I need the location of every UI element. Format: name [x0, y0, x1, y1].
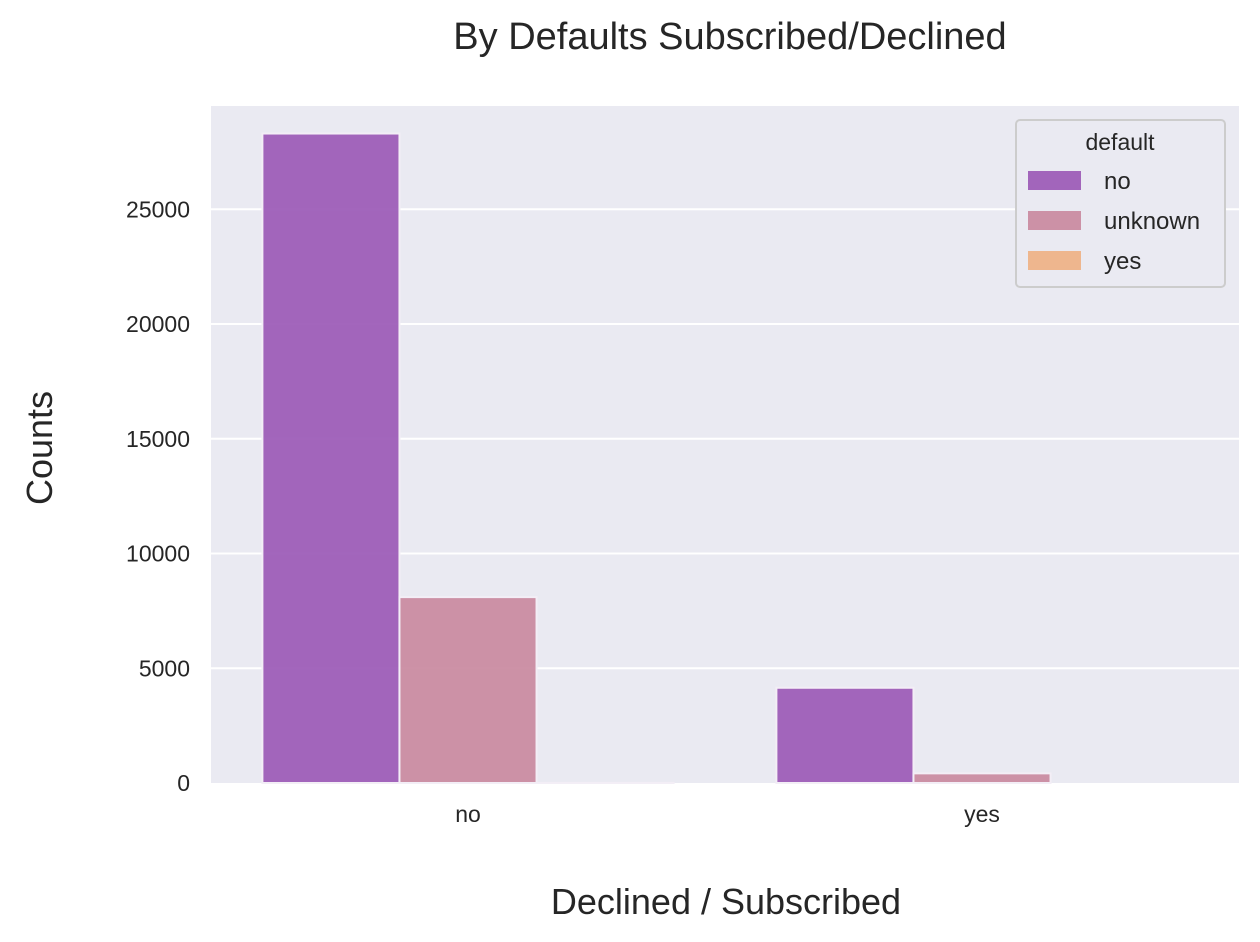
bar-no-yes: [775, 686, 915, 785]
chart-title: By Defaults Subscribed/Declined: [453, 16, 1006, 58]
x-axis-label: Declined / Subscribed: [551, 881, 901, 922]
y-tick-label: 10000: [126, 541, 190, 567]
bars: [261, 132, 1052, 785]
x-tick-label: yes: [964, 801, 1000, 827]
legend-label-no: no: [1104, 168, 1131, 195]
bar-no-no: [261, 132, 401, 784]
y-tick-label: 5000: [139, 655, 190, 681]
y-tick-labels: 0 5000 10000 15000 20000 25000: [126, 196, 190, 796]
legend-label-yes: yes: [1104, 248, 1141, 275]
x-tick-labels: no yes: [455, 801, 1000, 827]
legend: default no unknown yes: [1015, 119, 1226, 288]
legend-swatch-unknown: [1028, 211, 1081, 230]
legend-swatch-no: [1028, 171, 1081, 190]
legend-title: default: [1085, 129, 1155, 155]
y-tick-label: 25000: [126, 196, 190, 222]
y-tick-label: 15000: [126, 426, 190, 452]
legend-label-unknown: unknown: [1104, 208, 1200, 235]
x-tick-label: no: [455, 801, 481, 827]
y-tick-label: 20000: [126, 311, 190, 337]
y-tick-label: 0: [177, 770, 190, 796]
legend-box: [1015, 119, 1226, 288]
bar-unknown-no: [398, 596, 538, 785]
bar-unknown-yes: [912, 772, 1052, 784]
y-axis-label: Counts: [19, 391, 60, 505]
legend-swatch-yes: [1028, 251, 1081, 270]
